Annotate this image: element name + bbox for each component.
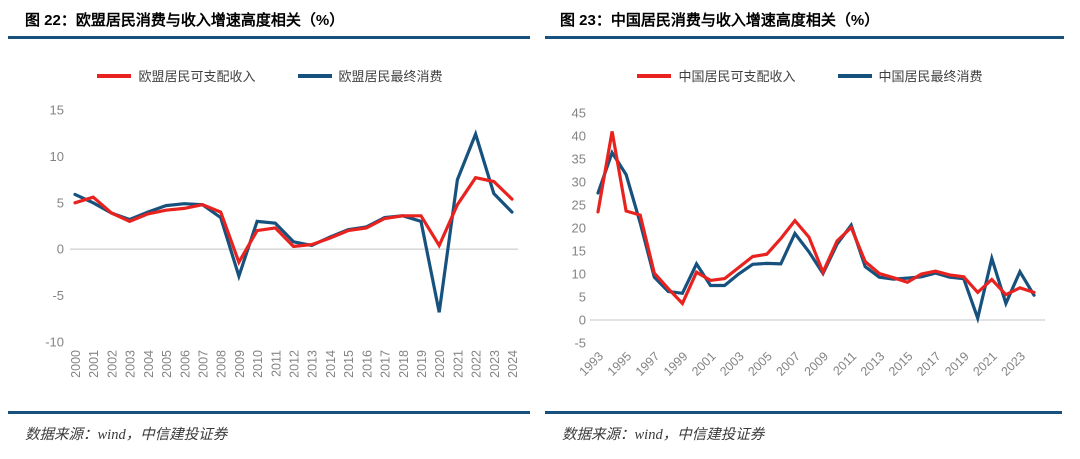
x-axis-tick-label: 2011	[830, 349, 859, 378]
legend-line-swatch-red	[637, 73, 672, 78]
chart-title-china: 图 23：中国居民消费与收入增速高度相关（%）	[560, 12, 880, 29]
y-axis-tick-label: -5	[574, 336, 586, 351]
x-axis-tick-label: 2023	[488, 350, 502, 378]
y-axis-tick-label: 25	[572, 198, 586, 213]
legend-item-income: 中国居民可支配收入	[637, 66, 796, 85]
x-axis-tick-label: 2021	[451, 350, 465, 378]
series-line-欧盟居民最终消费	[73, 129, 514, 313]
y-axis-tick-label: 0	[579, 313, 586, 328]
x-axis-tick-label: 2003	[124, 350, 138, 378]
legend-line-swatch-red	[97, 73, 132, 78]
x-axis-tick-label: 2017	[914, 349, 944, 379]
data-source-china: 数据来源：wind，中信建投证券	[562, 427, 765, 443]
x-axis-tick-label: 2023	[998, 349, 1028, 379]
x-axis-tick-label: 2022	[470, 350, 484, 378]
y-axis-tick-label: -10	[45, 335, 64, 350]
legend-label: 欧盟居民最终消费	[338, 69, 443, 84]
y-axis-tick-label: 35	[572, 152, 586, 167]
y-axis-tick-label: 5	[57, 195, 64, 210]
source-divider	[545, 411, 1062, 414]
y-axis-tick-label: 30	[572, 175, 586, 190]
y-axis-tick-label: 20	[572, 221, 586, 236]
y-axis-tick-label: 15	[572, 244, 586, 259]
x-axis-tick-label: 2009	[802, 349, 832, 379]
x-axis-tick-label: 2019	[415, 350, 429, 378]
y-axis-tick-label: 10	[50, 149, 64, 164]
y-axis-tick-label: 45	[572, 106, 586, 121]
x-axis-tick-label: 2005	[745, 349, 775, 379]
legend-eu: 欧盟居民可支配收入 欧盟居民最终消费	[0, 66, 540, 85]
x-axis-tick-label: 2005	[160, 350, 174, 378]
x-axis-tick-label: 2019	[942, 349, 972, 379]
y-axis-tick-label: 5	[579, 290, 586, 305]
x-axis-tick-label: 2010	[251, 350, 265, 378]
y-axis-tick-label: -5	[52, 288, 64, 303]
x-axis-tick-label: 2007	[773, 349, 803, 379]
x-axis-tick-label: 2016	[360, 350, 374, 378]
y-axis-tick-label: 10	[572, 267, 586, 282]
x-axis-tick-label: 2024	[506, 350, 520, 378]
series-line-中国居民最终消费	[596, 148, 1036, 324]
x-axis-tick-label: 2001	[87, 350, 101, 378]
x-axis-tick-label: 2011	[269, 350, 283, 377]
x-axis-tick-label: 2013	[306, 350, 320, 378]
x-axis-tick-label: 2017	[379, 350, 393, 378]
title-underline	[8, 36, 530, 39]
x-axis-tick-label: 2008	[215, 350, 229, 378]
x-axis-tick-label: 1995	[605, 349, 635, 379]
x-axis-tick-label: 2004	[142, 350, 156, 378]
series-line-中国居民可支配收入	[596, 131, 1036, 307]
y-axis-tick-label: 15	[50, 103, 64, 118]
x-axis-tick-label: 2006	[178, 350, 192, 378]
series-line-欧盟居民可支配收入	[73, 175, 514, 266]
x-axis-tick-label: 2014	[324, 350, 338, 378]
x-axis-tick-label: 2015	[342, 350, 356, 378]
x-axis-tick-label: 1999	[661, 349, 691, 379]
y-axis-tick-label: 40	[572, 129, 586, 144]
x-axis-tick-label: 2001	[689, 349, 719, 379]
chart-title-eu: 图 22：欧盟居民消费与收入增速高度相关（%）	[25, 12, 345, 29]
x-axis-tick-label: 2021	[970, 349, 1000, 379]
x-axis-tick-label: 2018	[397, 350, 411, 378]
legend-label: 中国居民最终消费	[878, 69, 983, 84]
title-underline	[545, 36, 1064, 39]
legend-item-income: 欧盟居民可支配收入	[97, 66, 256, 85]
x-axis-tick-label: 2013	[858, 349, 888, 379]
legend-item-consumption: 欧盟居民最终消费	[297, 66, 443, 85]
legend-label: 中国居民可支配收入	[678, 69, 796, 84]
source-divider	[8, 411, 530, 414]
x-axis-tick-label: 2015	[886, 349, 916, 379]
x-axis-tick-label: 2000	[69, 350, 83, 378]
line-chart-china: 45 40 35 30 25 20 15 10 5 0 -5 1993 1995 1997 1999 2001…	[540, 95, 1080, 410]
x-axis-tick-label: 2007	[196, 350, 210, 378]
x-axis-tick-label: 2020	[433, 350, 447, 378]
y-axis-tick-label: 0	[57, 242, 64, 257]
legend-line-swatch-blue	[297, 73, 332, 78]
panel-eu-chart: 图 22：欧盟居民消费与收入增速高度相关（%） 欧盟居民可支配收入 欧盟居民最终…	[0, 12, 540, 443]
legend-item-consumption: 中国居民最终消费	[837, 66, 983, 85]
x-axis-tick-label: 2012	[288, 350, 302, 378]
data-source-eu: 数据来源：wind，中信建投证券	[25, 427, 228, 443]
x-axis-tick-label: 2003	[717, 349, 747, 379]
x-axis-tick-label: 2002	[105, 350, 119, 378]
panel-china-chart: 图 23：中国居民消费与收入增速高度相关（%） 中国居民可支配收入 中国居民最终…	[540, 0, 1080, 459]
line-chart-eu: 15 10 5 0 -5 -10 2000 2001 2002 2003 2004 2005 2006 2…	[0, 95, 540, 410]
x-axis-tick-label: 2009	[233, 350, 247, 378]
legend-label: 欧盟居民可支配收入	[138, 69, 256, 84]
x-axis-tick-label: 1997	[633, 349, 663, 379]
x-axis-tick-label: 1993	[577, 349, 607, 379]
legend-china: 中国居民可支配收入 中国居民最终消费	[540, 66, 1080, 85]
legend-line-swatch-blue	[837, 73, 872, 78]
